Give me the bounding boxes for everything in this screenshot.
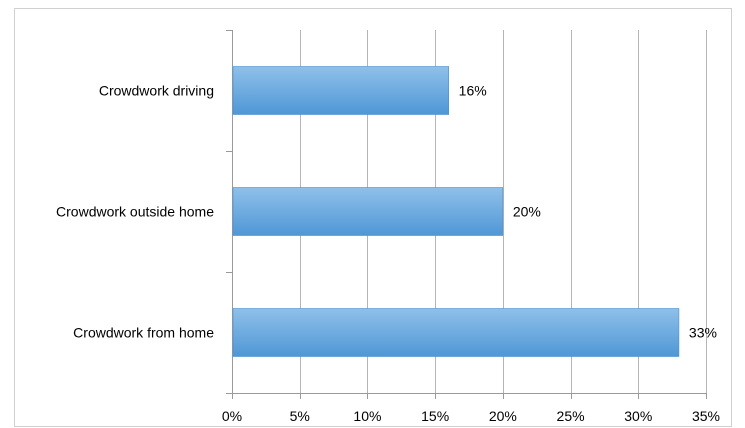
data-label: 33% — [689, 325, 717, 341]
x-tick-label: 10% — [353, 408, 381, 424]
category-label: Crowdwork from home — [73, 325, 214, 341]
x-tick-label: 0% — [222, 408, 242, 424]
axes — [226, 30, 707, 399]
category-label: Crowdwork outside home — [56, 204, 214, 220]
x-tick-label: 35% — [692, 408, 720, 424]
x-tick-label: 5% — [290, 408, 310, 424]
data-label: 20% — [513, 204, 541, 220]
data-label: 16% — [459, 83, 487, 99]
x-tick-label: 30% — [624, 408, 652, 424]
x-tick-label: 20% — [489, 408, 517, 424]
labels: 0% 5% 10% 15% 20% 25% 30% 35% Crowdwork driving 1… — [56, 83, 720, 425]
bar — [232, 187, 504, 236]
category-label: Crowdwork driving — [99, 83, 214, 99]
x-tick-label: 25% — [557, 408, 585, 424]
bar — [232, 308, 680, 357]
bar — [232, 66, 449, 115]
x-tick-label: 15% — [421, 408, 449, 424]
bars — [232, 66, 680, 357]
